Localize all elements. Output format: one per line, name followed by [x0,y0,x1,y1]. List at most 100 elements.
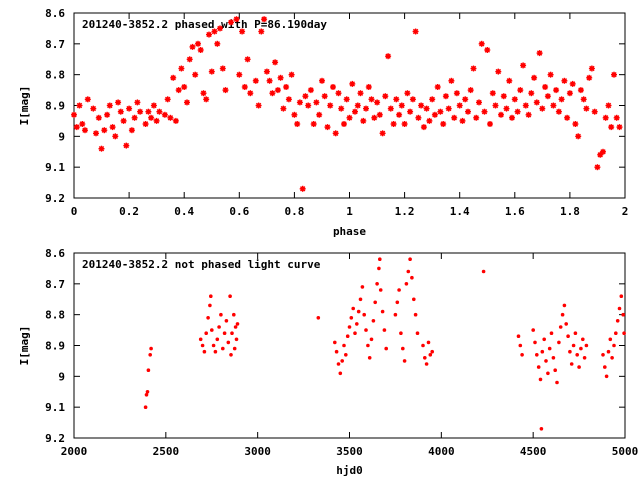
chart-phased-point [459,117,466,124]
chart-phased-point [321,93,328,100]
chart-unphased-point [577,365,581,369]
chart-phased-point [445,105,452,112]
chart-phased-point [503,105,510,112]
chart-phased-point [583,105,590,112]
chart-unphased-point [546,371,550,376]
chart-phased-point [536,50,543,57]
chart-unphased-point [215,337,220,342]
chart-unphased-point [393,312,398,317]
chart-unphased: 201240-3852.2 not phased light curve hjd… [18,247,638,477]
chart-unphased-point [206,316,210,320]
chart-unphased-point [360,285,365,289]
chart-phased-point [241,84,248,90]
chart-phased-point [217,25,223,32]
chart-phased-point [349,80,356,87]
chart-phased-point [184,99,190,106]
chart-unphased-point [615,319,620,323]
chart-phased-point [252,77,259,84]
chart-phased-xtick-label: 0 [71,205,78,218]
chart-unphased-point [412,297,416,302]
chart-phased-point [407,108,414,115]
chart-unphased-point [606,349,611,354]
chart-phased-point [393,96,400,103]
chart-phased-point [148,114,155,121]
chart-phased-point [175,87,182,94]
chart-phased-point [553,87,560,94]
chart-phased-point [302,93,309,100]
chart-unphased-point [397,288,401,292]
chart-phased-point [448,77,455,84]
chart-unphased-point [375,282,379,286]
chart-phased-point [531,74,538,81]
chart-phased-xticks: 0 0.2 0.4 0.6 0.8 1 1.2 1.4 1.6 1.8 2 [71,13,628,218]
chart-phased-point [453,90,460,97]
chart-phased-point [170,74,177,81]
chart-phased-point [79,121,86,127]
chart-unphased-xtick-label: 5000 [612,445,639,458]
chart-phased-point [602,114,609,121]
chart-unphased-point [535,353,539,357]
chart-phased-point [401,121,408,127]
chart-unphased-point [353,331,357,336]
chart-phased-point [305,102,312,109]
chart-phased-point [277,74,284,81]
chart-phased-point [564,114,571,121]
chart-phased-point [332,130,339,137]
chart-unphased-point [144,393,149,397]
chart-phased-point [539,105,546,112]
chart-phased-point [522,102,529,109]
chart-phased-point [382,93,389,100]
chart-unphased-point [424,362,429,366]
chart-unphased-ytick-label: 9.2 [45,432,65,445]
chart-unphased-point [426,340,431,345]
chart-phased-point [283,84,290,90]
chart-phased-point [368,96,375,103]
chart-phased-point [575,133,582,140]
chart-phased-point [313,99,320,106]
chart-phased-ytick-label: 9.1 [45,161,65,174]
chart-phased-point [247,90,254,97]
chart-phased-point [426,117,433,124]
chart-unphased-point [226,340,231,345]
chart-phased-point [307,87,314,94]
chart-unphased-point [342,343,346,348]
chart-phased-point [379,130,386,137]
chart-phased-point [580,96,587,103]
chart-phased-point [269,90,276,97]
chart-phased: 201240-3852.2 phased with P=86.190day ph… [18,7,628,238]
chart-phased-point [272,59,279,66]
chart-phased-point [117,108,124,115]
chart-phased-point [465,108,471,115]
chart-phased-point [178,65,185,72]
chart-phased-point [434,84,441,90]
chart-unphased-point [573,331,578,336]
chart-phased-point [385,53,392,60]
chart-unphased-point [401,346,405,351]
chart-phased-point [106,102,113,109]
chart-unphased-xtick-label: 4500 [520,445,547,458]
chart-phased-xlabel: phase [333,225,366,238]
chart-unphased-point [621,312,625,317]
chart-unphased-point [209,294,213,299]
chart-phased-point [338,105,345,112]
chart-phased-point [115,99,122,106]
chart-unphased-point [553,368,557,373]
chart-unphased-point [208,303,212,308]
chart-phased-point [547,71,554,78]
chart-phased-point [487,121,493,127]
chart-phased-point [167,114,174,121]
chart-unphased-point [235,322,240,326]
chart-unphased-point [421,343,425,348]
chart-phased-xtick-label: 1 [346,205,353,218]
chart-phased-point [489,90,496,97]
chart-phased-point [484,47,491,53]
chart-unphased-point [382,328,387,332]
chart-unphased-points [143,257,626,431]
chart-unphased-point [549,331,554,336]
chart-unphased-point [211,343,216,348]
chart-phased-point [239,28,246,35]
chart-unphased-point [378,288,383,292]
chart-unphased-point [364,328,368,332]
chart-unphased-point [202,349,207,354]
